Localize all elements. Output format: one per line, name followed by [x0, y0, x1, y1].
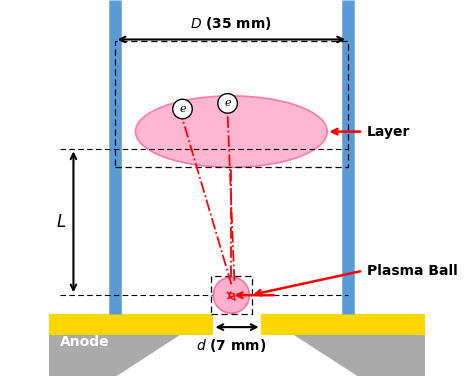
- Ellipse shape: [136, 96, 327, 167]
- Circle shape: [218, 94, 237, 113]
- Bar: [49, 314, 212, 335]
- Text: Layer: Layer: [367, 124, 410, 139]
- Bar: [49, 314, 425, 376]
- Circle shape: [173, 99, 192, 119]
- Text: Plasma Ball: Plasma Ball: [367, 264, 457, 278]
- Circle shape: [213, 277, 249, 313]
- Bar: [262, 314, 425, 335]
- Bar: [210, 276, 252, 314]
- Text: $L$: $L$: [56, 213, 66, 231]
- Text: Anode: Anode: [60, 335, 110, 349]
- Text: $D$ (35 mm): $D$ (35 mm): [191, 15, 273, 32]
- Polygon shape: [117, 314, 357, 376]
- Text: e: e: [179, 104, 186, 114]
- Bar: [115, 41, 348, 167]
- Text: e: e: [224, 99, 231, 108]
- Text: $d$ (7 mm): $d$ (7 mm): [196, 337, 266, 353]
